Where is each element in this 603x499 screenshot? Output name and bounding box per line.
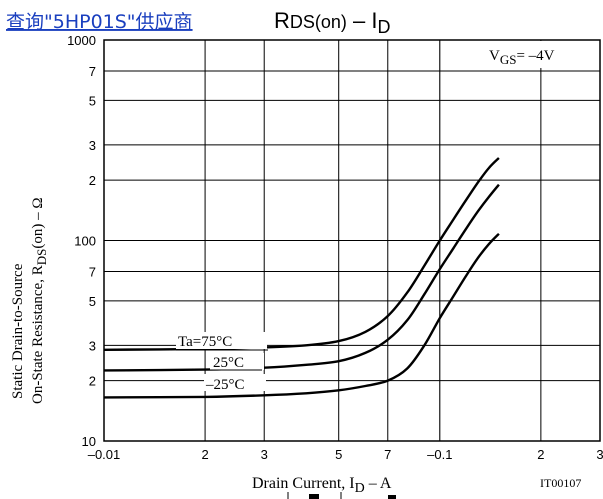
y-tick-label: 2	[89, 374, 96, 389]
x-tick-label: 3	[596, 447, 603, 462]
cropped-bottom-fragment	[287, 492, 396, 499]
x-tick-label: 7	[384, 447, 391, 462]
condition-label: VGS= –4V	[474, 41, 599, 68]
series-label-minus25c: –25°C	[205, 377, 245, 393]
series-label-bg-2	[210, 353, 264, 370]
plot-frame	[103, 39, 601, 442]
y-tick-label: 10	[82, 434, 96, 449]
y-tick-label: 100	[74, 234, 96, 249]
x-tick-label: 2	[537, 447, 544, 462]
y-tick-label: 3	[89, 338, 96, 353]
y-tick-label: 1000	[67, 33, 96, 48]
condition-label-bg	[474, 41, 599, 68]
title-i-subscript: D	[377, 17, 390, 37]
x-tick-label: 2	[201, 447, 208, 462]
tick-labels: –0.01 2 3 5 7 –0.1 2 3 1000 7 5 3 2 100 7 5 3 2 10	[67, 33, 603, 462]
series-line-3	[103, 232, 500, 399]
y-axis-label-line2: On-State Resistance, RDS(on) – Ω	[30, 198, 49, 405]
y-tick-label: 7	[89, 265, 96, 280]
chart-title: RDS(on) – ID	[274, 8, 390, 37]
y-tick-label: 5	[89, 294, 96, 309]
x-tick-label: –0.1	[427, 447, 452, 462]
grid	[104, 40, 600, 441]
title-dash-i: – I	[347, 8, 378, 33]
x-label-unit: – A	[365, 475, 392, 492]
y-label-main: On-State Resistance, R	[30, 265, 46, 404]
x-label-main: Drain Current, I	[252, 475, 355, 492]
supplier-query-link[interactable]: 查询"5HP01S"供应商	[6, 11, 193, 33]
y-label-sub: DS	[34, 249, 49, 266]
series-label-75c: Ta=75°C	[178, 334, 232, 350]
x-tick-label: 5	[335, 447, 342, 462]
y-tick-label: 3	[89, 138, 96, 153]
series-label-bg-1	[176, 332, 267, 349]
y-tick-label: 5	[89, 93, 96, 108]
y-tick-label: 7	[89, 64, 96, 79]
condition-v: V	[489, 48, 500, 64]
y-tick-label: 2	[89, 173, 96, 188]
title-r-subscript: DS(on)	[290, 12, 347, 32]
condition-value: = –4V	[516, 48, 554, 64]
y-label-unit: (on) – Ω	[30, 198, 46, 249]
series-line-2	[103, 183, 500, 372]
x-label-sub: D	[355, 481, 365, 496]
series-labels: Ta=75°C 25°C –25°C	[176, 332, 268, 393]
series-label-25c: 25°C	[213, 355, 244, 371]
y-axis-label-line1: Static Drain-to-Source	[10, 263, 26, 399]
x-tick-label: 3	[261, 447, 268, 462]
figure-id: IT00107	[540, 476, 581, 490]
condition-text: VGS= –4V	[489, 48, 555, 67]
series-label-bg-3	[204, 374, 266, 391]
title-r: R	[274, 8, 290, 33]
x-axis-label: Drain Current, ID – A	[252, 475, 392, 496]
x-tick-label: –0.01	[88, 447, 121, 462]
condition-gs: GS	[500, 52, 517, 67]
